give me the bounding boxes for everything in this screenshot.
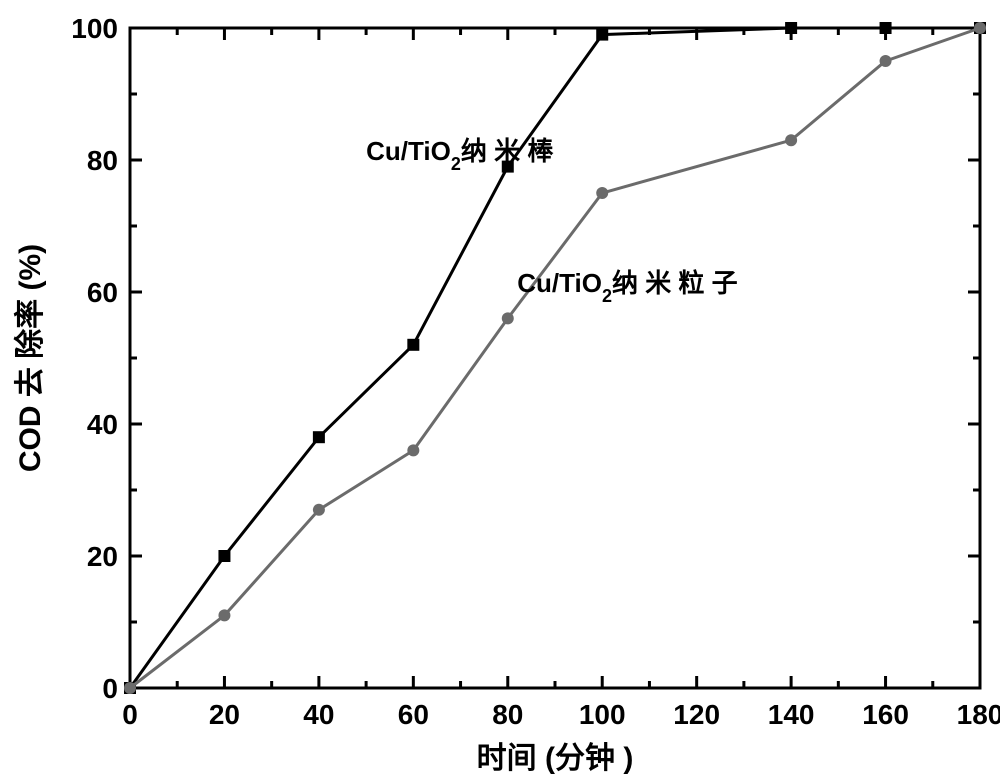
series-marker-nanoparticles (124, 682, 136, 694)
x-axis-label: 时间 (分钟 ) (477, 742, 634, 775)
series-marker-nanorods (880, 22, 892, 34)
x-tick-label: 60 (398, 699, 429, 730)
series-marker-nanorods (785, 22, 797, 34)
y-tick-label: 60 (87, 277, 118, 308)
x-tick-label: 100 (579, 699, 626, 730)
line-chart: 0 20 40 60 80 100 120 140 160 180 时间 (分钟 ) 0 20 40 60 8… (0, 0, 1000, 784)
y-tick-label: 0 (102, 673, 118, 704)
y-tick-label: 40 (87, 409, 118, 440)
series-marker-nanoparticles (785, 134, 797, 146)
y-axis-label: COD 去 除率 (%) (13, 244, 47, 472)
series-marker-nanoparticles (313, 504, 325, 516)
x-tick-label: 20 (209, 699, 240, 730)
series-marker-nanorods (596, 29, 608, 41)
chart-background (0, 0, 1000, 784)
series-marker-nanoparticles (218, 609, 230, 621)
x-tick-label: 140 (768, 699, 815, 730)
x-tick-label: 40 (303, 699, 334, 730)
y-tick-label: 20 (87, 541, 118, 572)
x-tick-label: 180 (957, 699, 1000, 730)
series-marker-nanoparticles (407, 444, 419, 456)
series-marker-nanorods (407, 339, 419, 351)
series-marker-nanorods (218, 550, 230, 562)
series-marker-nanoparticles (974, 22, 986, 34)
y-tick-label: 100 (71, 13, 118, 44)
x-tick-label: 0 (122, 699, 138, 730)
x-tick-label: 80 (492, 699, 523, 730)
series-marker-nanoparticles (880, 55, 892, 67)
y-tick-label: 80 (87, 145, 118, 176)
x-tick-label: 160 (862, 699, 909, 730)
series-marker-nanoparticles (502, 312, 514, 324)
series-marker-nanorods (313, 431, 325, 443)
chart-container: 0 20 40 60 80 100 120 140 160 180 时间 (分钟 ) 0 20 40 60 8… (0, 0, 1000, 784)
series-marker-nanoparticles (596, 187, 608, 199)
x-tick-label: 120 (673, 699, 720, 730)
